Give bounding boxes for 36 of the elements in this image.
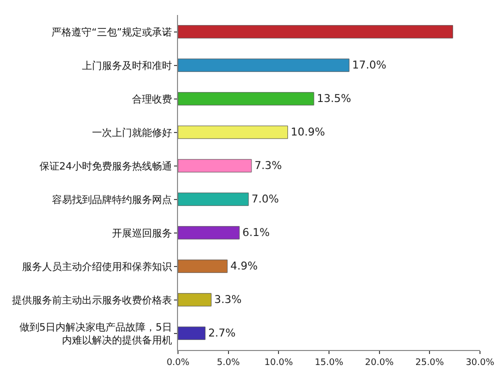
bar	[178, 126, 288, 139]
bar	[178, 326, 206, 340]
y-tick-label: 开展巡回服务	[112, 227, 172, 240]
y-tick-label: 提供服务前主动出示服务收费价格表	[12, 294, 172, 306]
y-tick-label: 保证24小时免费服务热线畅通	[39, 160, 172, 172]
data-label: 6.1%	[242, 226, 270, 240]
y-tick-label: 严格遵守“三包”规定或承诺	[52, 26, 172, 38]
x-tick-label: 10.0%	[264, 358, 294, 368]
data-label: 4.9%	[230, 260, 258, 273]
y-tick-label: 容易找到品牌特约服务网点	[52, 194, 172, 206]
x-tick-label: 25.0%	[415, 358, 444, 368]
x-tick-label: 20.0%	[365, 358, 394, 368]
data-label: 10.9%	[290, 126, 325, 139]
bar	[178, 25, 454, 38]
data-label: 3.3%	[214, 293, 242, 306]
data-label: 2.7%	[208, 326, 236, 340]
y-tick-label: 上门服务及时和准时	[82, 60, 172, 72]
data-label: 13.5%	[316, 92, 352, 106]
bar	[178, 192, 249, 206]
x-tick-label: 0.0%	[166, 358, 190, 368]
bar	[178, 260, 228, 273]
data-label: 17.0%	[352, 58, 386, 72]
x-tick-label: 15.0%	[314, 358, 344, 368]
y-tick-label: 一次上门就能修好	[92, 126, 172, 139]
x-tick-label: 30.0%	[466, 358, 495, 368]
data-label: 7.0%	[251, 192, 279, 206]
bar	[178, 159, 252, 172]
bar	[178, 293, 212, 306]
bar	[178, 226, 240, 240]
bar	[178, 92, 314, 106]
data-label: 7.3%	[254, 159, 282, 172]
bar	[178, 58, 350, 72]
y-tick-label: 做到5日内解决家电产品故障，5日内难以解决的提供备用机	[19, 321, 172, 346]
x-tick-label: 5.0%	[216, 358, 240, 368]
y-tick-label: 服务人员主动介绍使用和保养知识	[22, 260, 172, 273]
y-tick-label: 合理收费	[132, 93, 172, 106]
